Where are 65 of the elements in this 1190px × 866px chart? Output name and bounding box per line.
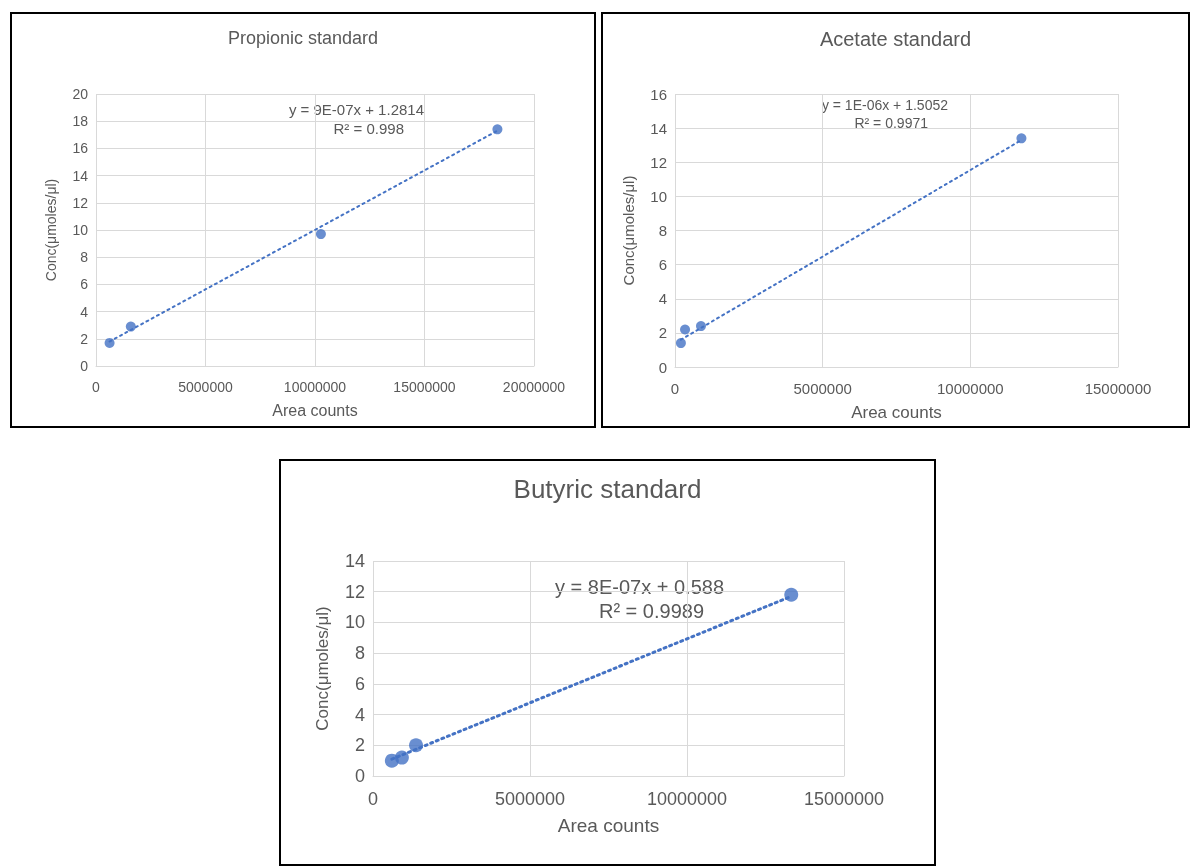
x-tick-label: 5000000 bbox=[793, 380, 852, 397]
point bbox=[125, 321, 136, 332]
y-tick-label: 20 bbox=[72, 86, 89, 102]
x-tick-label: 0 bbox=[367, 789, 379, 809]
point bbox=[492, 124, 503, 135]
x-tick-label: 15000000 bbox=[1084, 380, 1152, 397]
annotation: y = 9E-07x + 1.2814 bbox=[288, 101, 425, 118]
y-tick-label: 12 bbox=[650, 153, 667, 171]
y-tick-label: 12 bbox=[72, 194, 89, 211]
y-tick-label: 14 bbox=[650, 119, 667, 137]
y-tick-label: 0 bbox=[658, 358, 667, 376]
y-tick-label: 2 bbox=[80, 330, 89, 347]
y-tick-label: 4 bbox=[658, 290, 667, 308]
point bbox=[1016, 133, 1027, 144]
y-tick-label: 4 bbox=[354, 704, 365, 725]
y-tick-label: 0 bbox=[80, 358, 89, 374]
y-tick-label: 16 bbox=[72, 140, 89, 157]
y-tick-label: 12 bbox=[344, 581, 365, 602]
y-tick-label: 8 bbox=[658, 222, 667, 239]
point bbox=[675, 338, 686, 349]
x-tick-label: 5000000 bbox=[178, 379, 233, 395]
point bbox=[104, 337, 115, 348]
x-tick-label: 0 bbox=[670, 380, 680, 397]
chart-title: Propionic standard bbox=[227, 28, 379, 48]
x-axis-title: Area counts bbox=[557, 815, 660, 836]
annotation: R² = 0.9971 bbox=[854, 115, 929, 131]
y-tick-label: 8 bbox=[80, 249, 89, 266]
annotation: R² = 0.998 bbox=[333, 120, 404, 137]
y-tick-label: 6 bbox=[658, 256, 667, 274]
y-tick-label: 6 bbox=[354, 673, 365, 694]
x-axis-title: Area counts bbox=[272, 401, 358, 419]
y-axis-title: Conc(μmoles/μl) bbox=[43, 178, 59, 282]
y-tick-label: 10 bbox=[650, 187, 667, 205]
point bbox=[680, 324, 691, 335]
y-tick-label: 8 bbox=[354, 643, 365, 664]
chart-title: Butyric standard bbox=[513, 474, 702, 504]
chart-title: Acetate standard bbox=[819, 28, 972, 50]
y-tick-label: 14 bbox=[72, 167, 89, 184]
y-tick-label: 6 bbox=[80, 276, 89, 293]
point bbox=[409, 738, 424, 753]
x-tick-label: 20000000 bbox=[502, 379, 566, 395]
y-tick-label: 4 bbox=[80, 303, 89, 320]
point bbox=[696, 321, 706, 332]
y-tick-label: 16 bbox=[650, 85, 667, 103]
x-tick-label: 15000000 bbox=[803, 789, 885, 809]
x-tick-label: 15000000 bbox=[393, 379, 456, 395]
x-tick-label: 10000000 bbox=[646, 789, 728, 809]
x-tick-label: 5000000 bbox=[494, 789, 566, 809]
x-tick-label: 10000000 bbox=[283, 379, 347, 395]
y-tick-label: 14 bbox=[344, 551, 365, 571]
x-tick-label: 0 bbox=[92, 379, 101, 395]
y-axis-title: Conc(μmoles/μl) bbox=[313, 606, 332, 731]
y-tick-label: 10 bbox=[344, 612, 365, 633]
y-tick-label: 18 bbox=[72, 113, 89, 130]
y-tick-label: 10 bbox=[72, 222, 89, 238]
annotation: R² = 0.9989 bbox=[598, 600, 704, 622]
x-axis-title: Area counts bbox=[851, 403, 942, 422]
y-tick-label: 2 bbox=[354, 735, 365, 756]
point bbox=[784, 587, 799, 602]
y-tick-label: 0 bbox=[354, 766, 365, 786]
point bbox=[394, 750, 409, 765]
y-axis-title: Conc(μmoles/μl) bbox=[620, 175, 637, 286]
point bbox=[315, 229, 326, 240]
y-tick-label: 2 bbox=[658, 324, 667, 342]
x-tick-label: 10000000 bbox=[936, 380, 1004, 397]
